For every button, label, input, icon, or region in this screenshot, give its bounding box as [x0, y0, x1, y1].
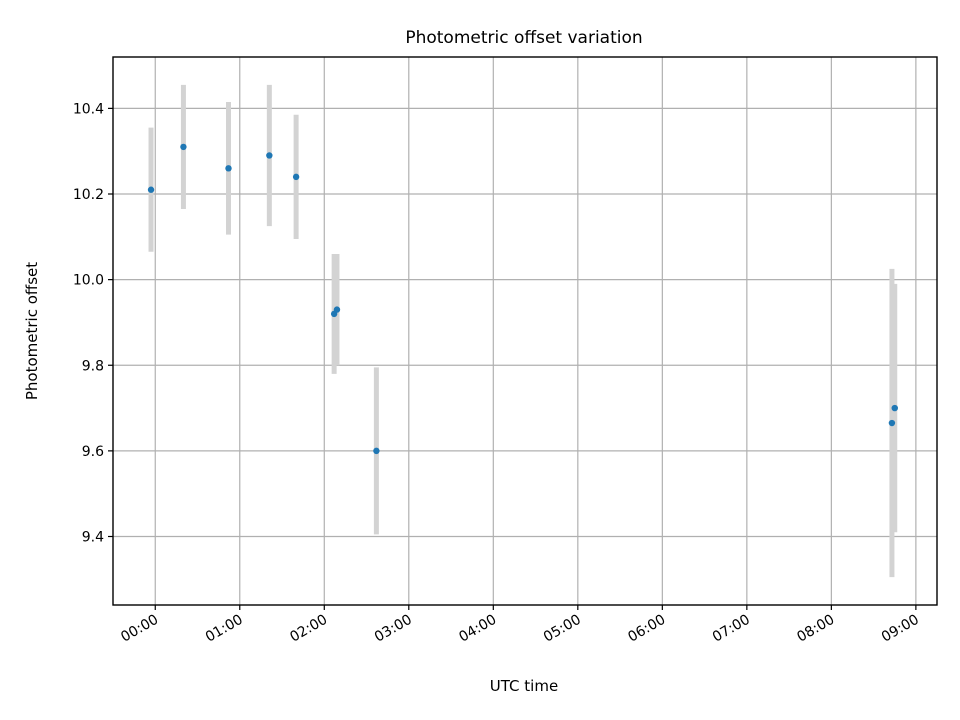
error-bars: [148, 84, 898, 578]
data-points: [147, 143, 898, 455]
y-tick-label: 10.2: [73, 187, 104, 203]
data-point: [147, 186, 155, 193]
x-tick-label: 03:00: [372, 612, 415, 646]
grid: [113, 57, 937, 605]
x-axis-ticks: 00:00 01:00 02:00 03:00 04:00 05:00 06:00 07:00…: [118, 605, 922, 646]
y-tick-label: 9.6: [82, 444, 104, 460]
y-axis-label: Photometric offset: [23, 262, 41, 400]
x-tick-label: 08:00: [794, 612, 837, 646]
x-tick-label: 00:00: [118, 612, 161, 646]
data-point: [292, 173, 300, 181]
data-point: [180, 143, 187, 151]
y-axis-ticks: 9.4 9.6 9.8 10.0 10.2 10.4: [73, 101, 113, 546]
y-tick-label: 10.0: [73, 273, 104, 289]
data-point: [888, 419, 896, 427]
plot-frame: [112, 56, 938, 606]
x-axis-label: UTC time: [490, 677, 558, 695]
x-tick-label: 09:00: [879, 612, 922, 646]
y-tick-label: 10.4: [73, 101, 104, 117]
x-tick-label: 05:00: [541, 612, 584, 646]
chart-title: Photometric offset variation: [405, 28, 642, 48]
x-tick-label: 02:00: [287, 612, 330, 646]
x-tick-label: 07:00: [710, 612, 753, 646]
y-tick-label: 9.4: [82, 530, 104, 546]
y-tick-label: 9.8: [82, 358, 104, 374]
data-point: [373, 447, 380, 455]
x-tick-label: 06:00: [625, 612, 668, 646]
data-point: [266, 152, 273, 159]
data-point: [225, 165, 232, 172]
data-point: [333, 306, 341, 313]
data-point: [891, 404, 898, 412]
x-tick-label: 04:00: [456, 612, 499, 646]
x-tick-label: 01:00: [203, 612, 246, 646]
